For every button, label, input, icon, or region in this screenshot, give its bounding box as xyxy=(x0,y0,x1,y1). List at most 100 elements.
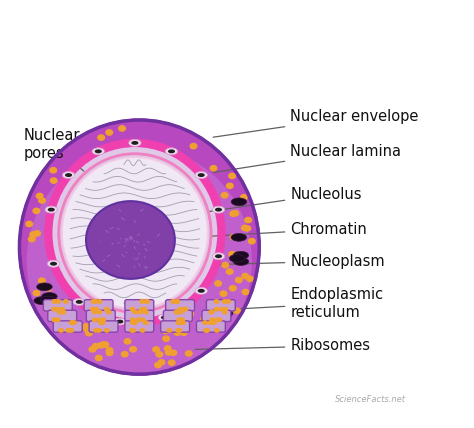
Circle shape xyxy=(178,307,182,311)
Circle shape xyxy=(222,300,227,303)
Circle shape xyxy=(57,310,62,314)
Ellipse shape xyxy=(36,283,52,291)
Circle shape xyxy=(145,300,149,303)
FancyBboxPatch shape xyxy=(125,310,154,321)
Circle shape xyxy=(201,321,208,326)
Ellipse shape xyxy=(116,320,123,324)
Circle shape xyxy=(170,350,177,355)
Circle shape xyxy=(215,281,221,286)
Circle shape xyxy=(140,307,144,311)
Circle shape xyxy=(144,300,148,303)
Ellipse shape xyxy=(92,148,104,155)
Circle shape xyxy=(38,278,45,283)
Circle shape xyxy=(180,330,187,336)
Ellipse shape xyxy=(73,298,85,306)
Circle shape xyxy=(66,329,71,332)
Circle shape xyxy=(142,307,146,311)
Ellipse shape xyxy=(131,141,138,145)
Ellipse shape xyxy=(217,309,233,317)
FancyBboxPatch shape xyxy=(165,300,194,311)
Circle shape xyxy=(130,347,137,352)
Circle shape xyxy=(230,211,237,217)
Circle shape xyxy=(133,321,137,324)
Circle shape xyxy=(28,236,35,242)
Circle shape xyxy=(93,329,98,332)
Ellipse shape xyxy=(95,149,102,153)
Circle shape xyxy=(92,310,97,314)
Circle shape xyxy=(92,318,97,321)
Circle shape xyxy=(210,166,217,171)
Ellipse shape xyxy=(231,198,247,206)
Circle shape xyxy=(54,308,60,313)
Circle shape xyxy=(130,318,135,321)
FancyBboxPatch shape xyxy=(125,321,154,332)
Circle shape xyxy=(222,262,228,268)
Circle shape xyxy=(183,307,188,311)
Circle shape xyxy=(70,321,75,324)
Circle shape xyxy=(177,329,182,332)
Circle shape xyxy=(226,269,233,274)
Circle shape xyxy=(229,252,236,257)
Circle shape xyxy=(89,347,96,352)
Circle shape xyxy=(50,178,57,183)
Ellipse shape xyxy=(40,296,56,304)
FancyBboxPatch shape xyxy=(206,300,235,311)
Ellipse shape xyxy=(212,307,228,315)
Ellipse shape xyxy=(161,315,168,319)
Circle shape xyxy=(98,135,104,140)
Circle shape xyxy=(229,285,236,291)
Ellipse shape xyxy=(86,201,175,279)
Circle shape xyxy=(156,352,163,357)
Circle shape xyxy=(220,291,227,296)
Circle shape xyxy=(86,330,92,336)
Ellipse shape xyxy=(158,314,171,321)
Ellipse shape xyxy=(19,120,259,374)
Circle shape xyxy=(119,126,126,131)
Circle shape xyxy=(106,130,112,135)
Circle shape xyxy=(55,318,60,321)
Circle shape xyxy=(227,183,233,188)
Circle shape xyxy=(181,321,185,324)
Circle shape xyxy=(214,307,219,311)
Circle shape xyxy=(215,329,219,332)
Ellipse shape xyxy=(128,140,141,146)
FancyBboxPatch shape xyxy=(89,321,118,332)
Circle shape xyxy=(242,289,249,294)
Ellipse shape xyxy=(48,143,221,323)
Circle shape xyxy=(174,330,181,336)
Circle shape xyxy=(82,324,89,329)
Circle shape xyxy=(171,300,175,303)
Circle shape xyxy=(97,318,101,321)
Circle shape xyxy=(163,336,170,342)
Circle shape xyxy=(209,310,213,314)
Circle shape xyxy=(131,329,136,332)
Circle shape xyxy=(133,310,137,314)
Ellipse shape xyxy=(47,260,60,267)
Circle shape xyxy=(212,321,216,324)
Circle shape xyxy=(247,276,254,282)
Circle shape xyxy=(207,303,213,308)
FancyBboxPatch shape xyxy=(161,321,190,332)
Circle shape xyxy=(100,342,107,347)
FancyBboxPatch shape xyxy=(53,321,82,332)
Circle shape xyxy=(60,325,66,330)
Text: ScienceFacts.net: ScienceFacts.net xyxy=(335,395,406,404)
Circle shape xyxy=(64,300,68,303)
Ellipse shape xyxy=(212,253,225,260)
Circle shape xyxy=(248,238,255,244)
Circle shape xyxy=(30,232,36,237)
Circle shape xyxy=(232,211,238,216)
Circle shape xyxy=(84,327,91,332)
Circle shape xyxy=(69,321,74,324)
Circle shape xyxy=(158,360,165,365)
Ellipse shape xyxy=(215,208,222,211)
Ellipse shape xyxy=(231,233,246,241)
Circle shape xyxy=(130,307,135,311)
Circle shape xyxy=(234,308,240,313)
Circle shape xyxy=(106,348,113,353)
Text: Nuclear
pores: Nuclear pores xyxy=(24,128,84,171)
Ellipse shape xyxy=(233,258,249,265)
Circle shape xyxy=(203,321,207,324)
Ellipse shape xyxy=(50,262,57,266)
Ellipse shape xyxy=(233,251,249,259)
